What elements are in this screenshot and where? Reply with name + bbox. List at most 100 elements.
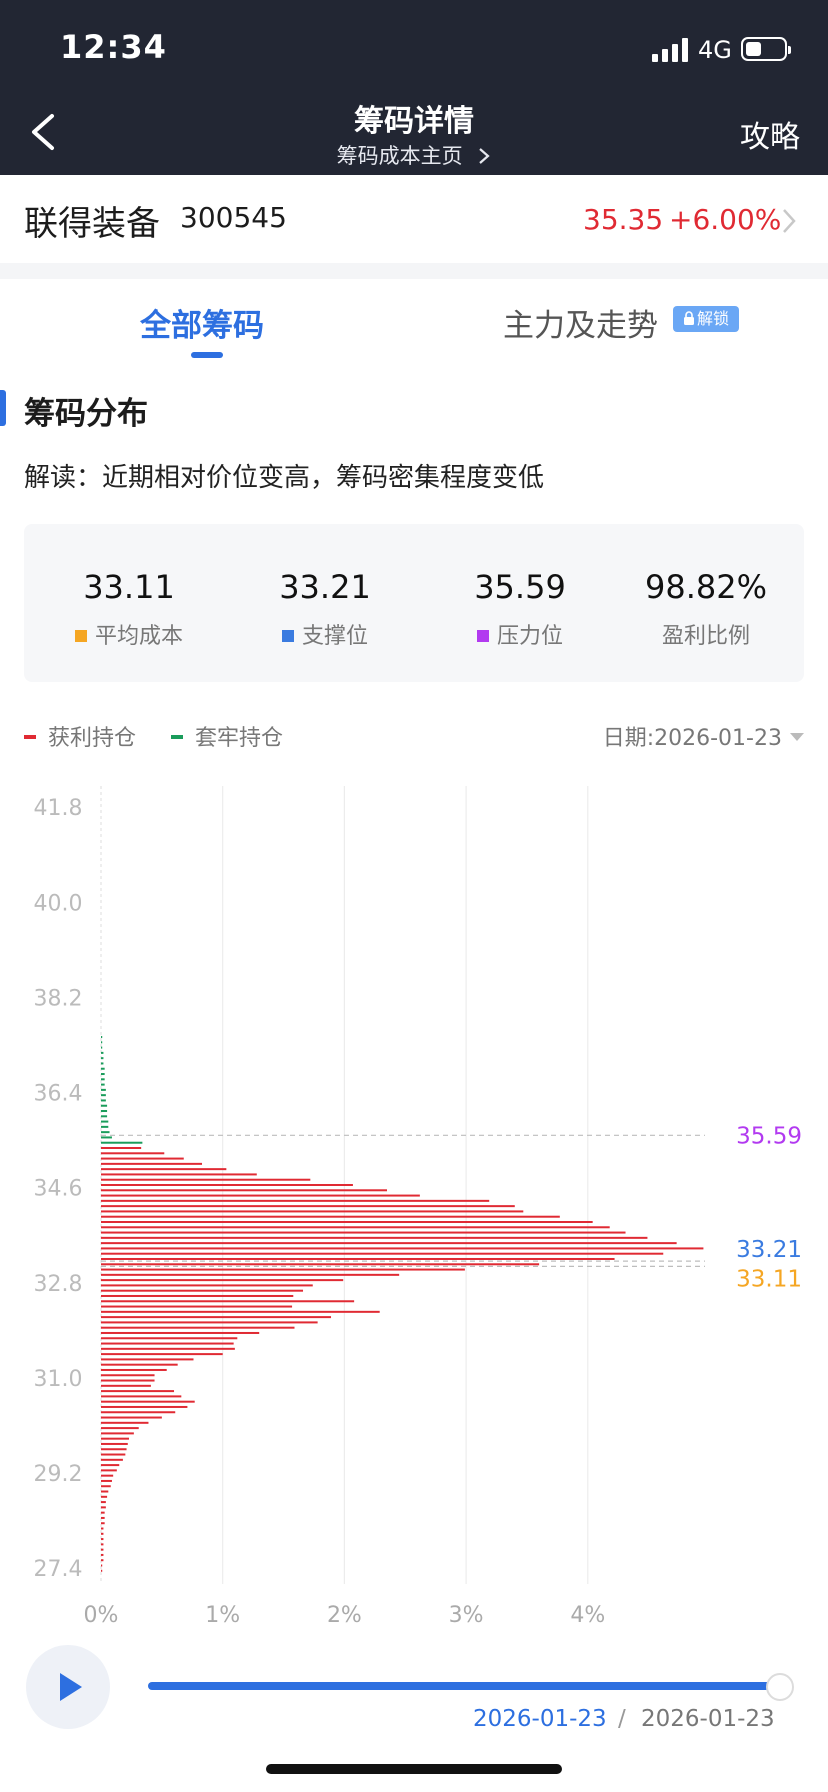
profit-bar — [101, 1516, 105, 1519]
profit-bar — [101, 1157, 184, 1160]
profit-bar — [101, 1479, 112, 1482]
timeline-track[interactable] — [148, 1682, 780, 1690]
profit-bar — [101, 1358, 194, 1361]
x-tick-label: 3% — [449, 1603, 484, 1628]
stat-value: 33.11 — [83, 568, 175, 606]
stock-price: 35.35 — [583, 203, 664, 236]
legend-profit: 获利持仓 — [48, 726, 137, 751]
play-icon — [60, 1673, 82, 1701]
profit-bar — [101, 1242, 677, 1245]
x-tick-label: 2% — [327, 1603, 362, 1628]
page-title: 筹码详情 — [354, 104, 474, 139]
profit-bar — [101, 1205, 515, 1208]
profit-bar — [101, 1538, 104, 1541]
profit-bar — [101, 1495, 108, 1498]
profit-bar — [101, 1395, 182, 1398]
profit-bar — [101, 1199, 490, 1202]
reference-label: 33.11 — [736, 1266, 802, 1292]
stat-value: 98.82% — [644, 568, 767, 606]
caret-down-icon — [790, 733, 804, 741]
trapped-bar — [101, 1136, 112, 1139]
trapped-bar — [101, 1094, 106, 1097]
stock-chevron-icon[interactable] — [780, 206, 798, 236]
profit-bar — [101, 1263, 540, 1266]
stat-support: 33.21 支撑位 — [250, 568, 400, 650]
profit-bar — [101, 1390, 175, 1393]
timeline-knob[interactable] — [766, 1673, 794, 1701]
y-tick-label: 29.2 — [34, 1462, 83, 1487]
profit-bar — [101, 1173, 257, 1176]
profit-swatch-icon — [24, 735, 36, 739]
profit-bar — [101, 1532, 104, 1535]
orange-dot-icon — [74, 630, 87, 642]
unlock-label: 解锁 — [696, 309, 729, 328]
stats-panel: 33.11 平均成本 33.21 支撑位 35.59 压力位 98.82% 盈利… — [24, 524, 804, 682]
trapped-bar — [101, 1110, 108, 1113]
profit-bar — [101, 1152, 165, 1155]
trapped-bar — [101, 1120, 109, 1123]
profit-bar — [101, 1363, 178, 1366]
profit-bar — [101, 1252, 664, 1255]
chart-legend: 获利持仓 套牢持仓 — [24, 720, 283, 752]
subtitle-link[interactable]: 筹码成本主页 — [0, 140, 828, 170]
stock-row[interactable] — [0, 175, 828, 263]
trapped-bar — [101, 1115, 108, 1118]
back-arrow-icon[interactable] — [24, 108, 64, 156]
legend-trapped: 套牢持仓 — [195, 726, 284, 751]
x-tick-label: 0% — [84, 1603, 119, 1628]
section-marker — [0, 390, 6, 426]
guide-button[interactable]: 攻略 — [740, 120, 800, 155]
profit-bar — [101, 1162, 203, 1165]
blue-dot-icon — [281, 630, 294, 642]
lock-icon — [683, 311, 694, 325]
stat-value: 33.21 — [279, 568, 371, 606]
profit-bar — [101, 1379, 155, 1382]
tab-all-chips[interactable]: 全部筹码 — [140, 308, 264, 344]
tab-main-force[interactable]: 主力及走势 — [503, 308, 658, 344]
profit-bar — [101, 1342, 234, 1345]
purple-dot-icon — [476, 630, 489, 642]
profit-bar — [101, 1294, 294, 1297]
status-bar: 12:34 4G — [0, 0, 828, 95]
profit-bar — [101, 1559, 104, 1562]
profit-bar — [101, 1416, 162, 1419]
date-selector[interactable]: 日期:2026-01-23 — [603, 720, 804, 752]
profit-bar — [101, 1564, 103, 1567]
profit-bar — [101, 1331, 260, 1334]
profit-bar — [101, 1321, 318, 1324]
profit-bar — [101, 1284, 313, 1287]
date-label: 日期:2026-01-23 — [602, 726, 782, 751]
interpretation-text: 解读：近期相对价位变高，筹码密集程度变低 — [24, 463, 545, 493]
profit-bar — [101, 1464, 120, 1467]
profit-bar — [101, 1168, 227, 1171]
profit-bar — [101, 1405, 188, 1408]
battery-icon — [741, 37, 791, 61]
trapped-bar — [101, 1062, 104, 1065]
profit-bar — [101, 1458, 123, 1461]
profit-bar — [101, 1220, 593, 1223]
y-tick-label: 34.6 — [34, 1177, 83, 1202]
stock-name: 联得装备 — [24, 204, 160, 244]
tab-active-indicator — [191, 352, 223, 358]
profit-bar — [101, 1194, 420, 1197]
trapped-bar — [101, 1046, 103, 1049]
stat-average-cost: 33.11 平均成本 — [54, 568, 204, 650]
profit-bar — [101, 1178, 311, 1181]
profit-bar — [101, 1384, 151, 1387]
network-type: 4G — [698, 36, 732, 64]
profit-bar — [101, 1305, 293, 1308]
profit-bar — [101, 1437, 129, 1440]
trapped-bar — [101, 1088, 106, 1091]
profit-bar — [101, 1147, 142, 1150]
profit-bar — [101, 1511, 105, 1514]
play-button[interactable] — [26, 1645, 110, 1729]
stat-value: 35.59 — [474, 568, 566, 606]
profit-bar — [101, 1310, 380, 1313]
home-indicator — [266, 1764, 562, 1774]
stock-change: +6.00% — [669, 203, 782, 236]
y-tick-label: 40.0 — [34, 891, 83, 916]
profit-bar — [101, 1400, 195, 1403]
top-header: 12:34 4G 筹码详情 筹码成本主页 攻略 — [0, 0, 828, 175]
unlock-badge[interactable]: 解锁 — [673, 306, 739, 332]
section-title: 筹码分布 — [24, 396, 148, 432]
